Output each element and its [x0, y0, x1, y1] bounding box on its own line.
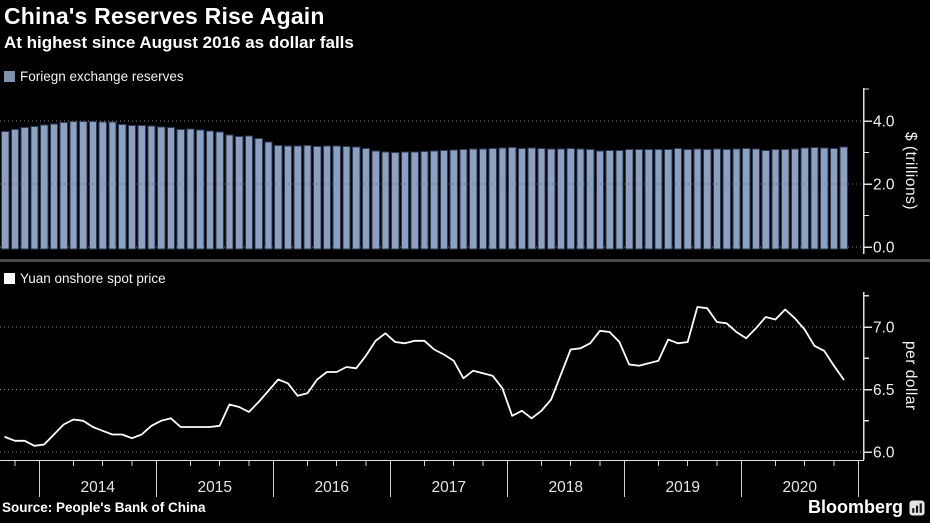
chart-title: China's Reserves Rise Again: [4, 3, 325, 29]
y-axis-yuan: 6.0 6.5 7.0: [862, 292, 895, 462]
svg-text:4.0: 4.0: [873, 114, 895, 131]
svg-text:2014: 2014: [81, 479, 116, 496]
yuan-axis-title: per dollar: [902, 341, 919, 411]
legend-yuan: Yuan onshore spot price: [4, 271, 166, 286]
svg-text:0.0: 0.0: [873, 240, 895, 257]
chart-subtitle: At highest since August 2016 as dollar f…: [4, 33, 354, 52]
svg-text:2.0: 2.0: [873, 177, 895, 194]
reserves-axis-title: $ (trillions): [902, 132, 919, 210]
legend-reserves: Foriegn exchange reserves: [4, 69, 184, 84]
bloomberg-logo: Bloomberg: [808, 497, 925, 518]
svg-text:2015: 2015: [198, 479, 232, 496]
reserves-legend-label: Foriegn exchange reserves: [20, 69, 184, 84]
svg-text:2017: 2017: [432, 479, 466, 496]
panel-divider: [0, 259, 930, 262]
bloomberg-wordmark: Bloomberg: [807, 497, 903, 517]
svg-text:2020: 2020: [783, 479, 818, 496]
y-axis-reserves: 0.0 2.0 4.0: [862, 88, 895, 257]
yuan-line: [4, 306, 845, 447]
source-note: Source: People's Bank of China: [2, 500, 206, 515]
x-axis: 2014 2015 2016 2017 2018 2019 2020: [0, 459, 864, 497]
svg-text:6.0: 6.0: [873, 445, 895, 462]
reserves-legend-swatch-icon: [4, 71, 15, 82]
svg-text:2016: 2016: [315, 479, 349, 496]
reserves-bars: [0, 120, 861, 250]
yuan-legend-label: Yuan onshore spot price: [20, 271, 166, 286]
svg-text:7.0: 7.0: [873, 320, 895, 337]
yuan-legend-swatch-icon: [4, 273, 15, 284]
svg-text:2019: 2019: [666, 479, 700, 496]
svg-text:2018: 2018: [549, 479, 583, 496]
svg-text:6.5: 6.5: [873, 382, 895, 399]
bloomberg-terminal-icon: [909, 499, 925, 516]
